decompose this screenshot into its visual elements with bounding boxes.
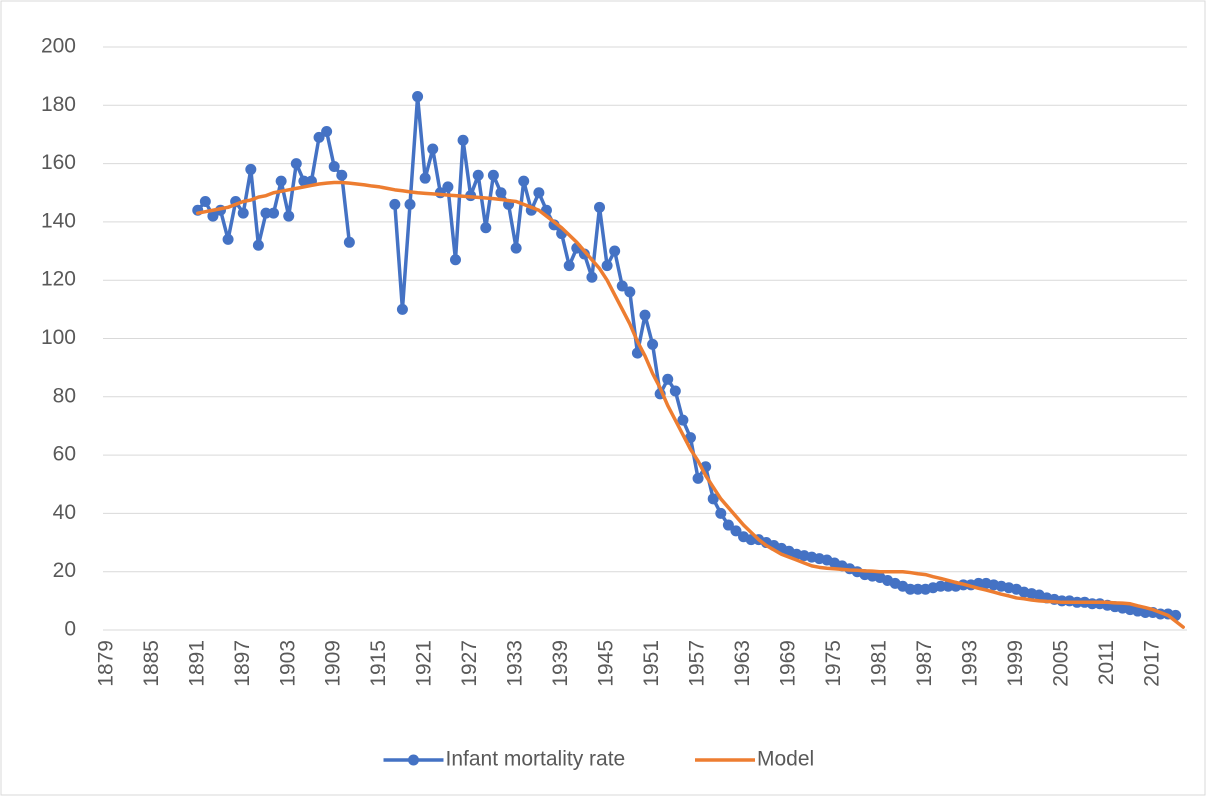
data-point: [396, 303, 408, 315]
data-point: [283, 210, 295, 222]
y-tick-label: 100: [41, 326, 76, 349]
x-tick-label: 1975: [822, 640, 845, 687]
data-point: [533, 187, 545, 199]
data-point: [328, 161, 340, 173]
data-point: [298, 175, 310, 187]
data-point: [290, 158, 302, 170]
x-tick-label: 1933: [504, 640, 527, 687]
data-point: [252, 239, 264, 251]
data-point: [449, 254, 461, 266]
data-point: [510, 242, 522, 254]
data-point: [669, 385, 681, 397]
x-tick-label: 1909: [322, 640, 345, 687]
data-point: [199, 195, 211, 207]
data-point: [472, 169, 484, 181]
x-tick-label: 1927: [458, 640, 481, 687]
data-point: [487, 169, 499, 181]
data-point: [639, 309, 651, 321]
data-point: [442, 181, 454, 193]
data-point: [260, 207, 272, 219]
data-point: [480, 222, 492, 234]
data-point: [616, 280, 628, 292]
y-tick-label: 160: [41, 151, 76, 174]
data-point: [715, 507, 727, 519]
data-point: [343, 236, 355, 248]
y-tick-label: 200: [41, 35, 76, 58]
data-point: [275, 175, 287, 187]
data-point: [692, 472, 704, 484]
data-point: [412, 91, 424, 103]
data-point: [389, 198, 401, 210]
x-tick-label: 1915: [367, 640, 390, 687]
x-tick-label: 1885: [140, 640, 163, 687]
x-tick-label: 1969: [777, 640, 800, 687]
data-point: [245, 163, 257, 175]
x-tick-label: 1939: [549, 640, 572, 687]
x-tick-label: 1987: [913, 640, 936, 687]
legend-label: Infant mortality rate: [446, 748, 626, 771]
data-point: [624, 286, 636, 298]
x-tick-label: 1879: [94, 640, 117, 687]
data-point: [707, 493, 719, 505]
y-tick-label: 140: [41, 209, 76, 232]
data-point: [722, 519, 734, 531]
data-point: [904, 583, 916, 595]
data-point: [730, 525, 742, 537]
data-point: [313, 131, 325, 143]
y-tick-label: 120: [41, 268, 76, 291]
x-tick-label: 2011: [1095, 640, 1118, 685]
y-tick-label: 0: [64, 618, 76, 641]
data-point: [662, 373, 674, 385]
data-point: [586, 271, 598, 283]
data-point: [942, 580, 954, 592]
data-point: [427, 143, 439, 155]
data-point: [912, 583, 924, 595]
data-point: [935, 580, 947, 592]
x-tick-label: 1993: [959, 640, 982, 687]
data-point: [404, 198, 416, 210]
data-point: [601, 260, 613, 272]
data-point: [237, 207, 249, 219]
x-tick-label: 1951: [640, 640, 663, 687]
data-point: [457, 134, 469, 146]
y-tick-label: 20: [53, 559, 76, 582]
series-line: [196, 180, 1185, 629]
x-tick-label: 1903: [276, 640, 299, 687]
x-tick-label: 1921: [413, 640, 436, 687]
y-tick-label: 40: [53, 501, 76, 524]
data-point: [222, 233, 234, 245]
data-point: [563, 260, 575, 272]
x-tick-label: 1957: [686, 640, 709, 687]
data-point: [647, 338, 659, 350]
data-point: [321, 126, 333, 138]
x-tick-label: 1963: [731, 640, 754, 687]
y-tick-label: 60: [53, 443, 76, 466]
x-tick-label: 1981: [868, 640, 891, 687]
data-point: [518, 175, 530, 187]
x-tick-label: 1897: [231, 640, 254, 687]
x-tick-label: 1945: [595, 640, 618, 687]
y-tick-label: 180: [41, 93, 76, 116]
data-point: [336, 169, 348, 181]
data-point: [677, 414, 689, 426]
data-point: [609, 245, 621, 257]
data-point: [594, 201, 606, 213]
legend-marker: [408, 754, 419, 766]
data-point: [207, 210, 219, 222]
data-point: [268, 207, 280, 219]
x-tick-label: 2005: [1049, 640, 1072, 687]
data-point: [495, 187, 507, 199]
legend-label: Model: [757, 748, 814, 771]
y-tick-label: 80: [53, 384, 76, 407]
data-point: [419, 172, 431, 184]
x-tick-label: 1999: [1004, 640, 1027, 687]
x-tick-label: 1891: [185, 640, 208, 687]
x-tick-label: 2017: [1140, 640, 1163, 687]
